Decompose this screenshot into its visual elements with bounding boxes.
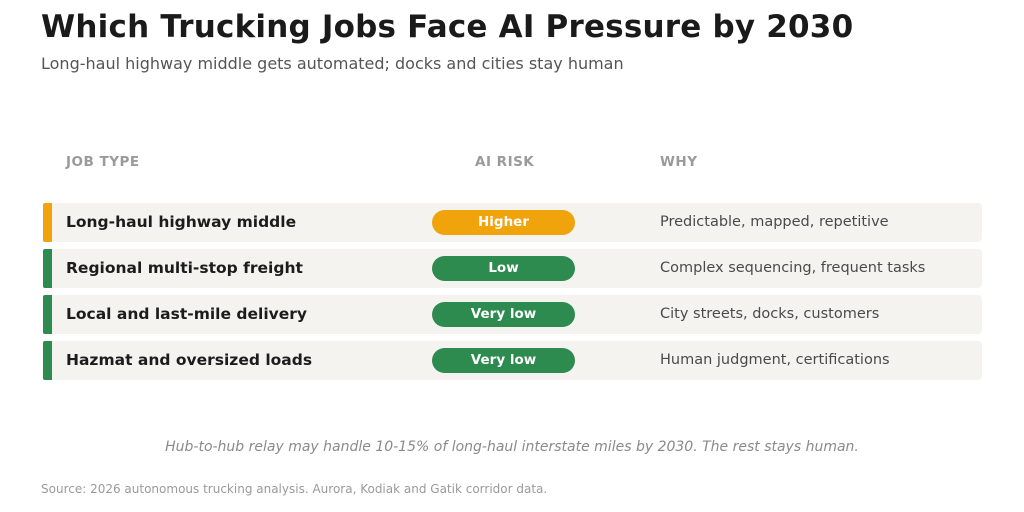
row-reason: Human judgment, certifications bbox=[660, 352, 890, 368]
footnote: Hub-to-hub relay may handle 10-15% of lo… bbox=[165, 439, 859, 455]
chart-title: Which Trucking Jobs Face AI Pressure by … bbox=[41, 9, 854, 45]
risk-badge: Higher bbox=[432, 210, 575, 235]
column-header-ai-risk: AI RISK bbox=[475, 154, 535, 170]
row-accent-bar bbox=[43, 203, 52, 242]
row-reason: Predictable, mapped, repetitive bbox=[660, 214, 889, 230]
risk-badge: Very low bbox=[432, 348, 575, 373]
risk-badge: Low bbox=[432, 256, 575, 281]
chart-subtitle: Long-haul highway middle gets automated;… bbox=[41, 54, 624, 73]
row-job-type: Local and last-mile delivery bbox=[66, 305, 307, 323]
table-row: Long-haul highway middle Higher Predicta… bbox=[43, 203, 982, 242]
column-header-job-type: JOB TYPE bbox=[66, 154, 140, 170]
table-row: Hazmat and oversized loads Very low Huma… bbox=[43, 341, 982, 380]
row-accent-bar bbox=[43, 341, 52, 380]
table-row: Regional multi-stop freight Low Complex … bbox=[43, 249, 982, 288]
table-row: Local and last-mile delivery Very low Ci… bbox=[43, 295, 982, 334]
source-note: Source: 2026 autonomous trucking analysi… bbox=[41, 482, 548, 496]
risk-badge: Very low bbox=[432, 302, 575, 327]
row-reason: City streets, docks, customers bbox=[660, 306, 880, 322]
row-job-type: Regional multi-stop freight bbox=[66, 259, 303, 277]
row-reason: Complex sequencing, frequent tasks bbox=[660, 260, 926, 276]
row-job-type: Hazmat and oversized loads bbox=[66, 351, 313, 369]
column-header-why: WHY bbox=[660, 154, 698, 170]
row-job-type: Long-haul highway middle bbox=[66, 213, 297, 231]
row-accent-bar bbox=[43, 249, 52, 288]
row-accent-bar bbox=[43, 295, 52, 334]
